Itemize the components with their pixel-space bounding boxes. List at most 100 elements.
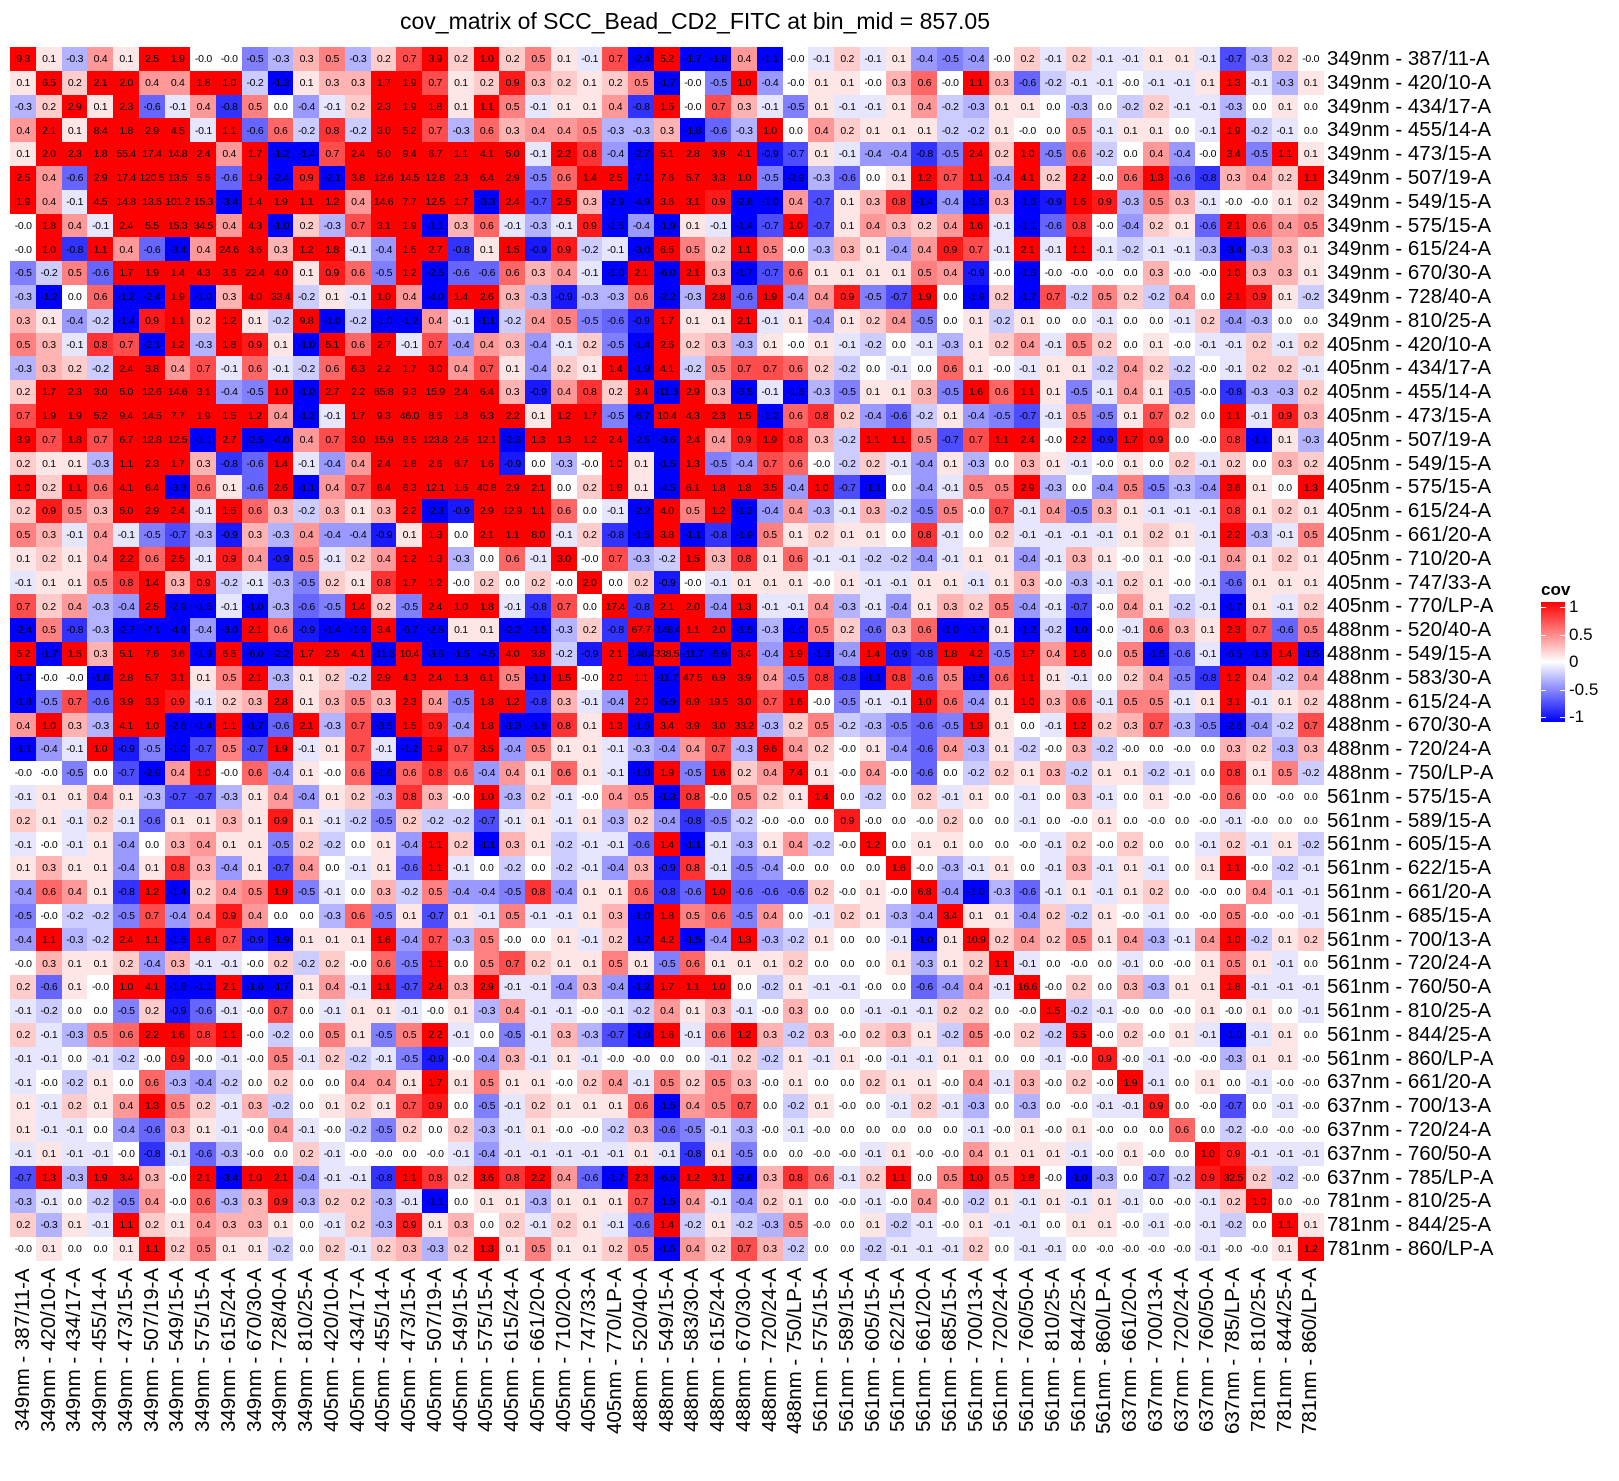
heatmap-cell: -0.3 [10,94,37,119]
heatmap-cell: -0.0 [834,1022,861,1048]
x-tick-label: 349nm - 728/40-A [268,1268,292,1433]
heatmap-cell: 0.3 [1014,451,1041,476]
heatmap-cell: 0.1 [679,213,706,238]
heatmap-cell: -0.4 [10,927,37,952]
heatmap-cell: 0.9 [1246,285,1273,310]
heatmap-cell: 0.4 [216,142,243,167]
heatmap-cell: 0.6 [499,261,526,286]
heatmap-cell: 0.0 [988,999,1015,1024]
heatmap-cell: -0.5 [834,380,861,405]
heatmap-cell: -0.0 [679,570,706,595]
heatmap-cell: -0.0 [859,975,887,1000]
heatmap-cell: -0.1 [602,1213,629,1238]
x-tick-label: 488nm - 520/40-A [628,1268,652,1433]
heatmap-cell: 0.7 [344,713,372,738]
heatmap-cell: 0.6 [705,903,732,929]
heatmap-cell: -5.9 [705,642,732,667]
heatmap-cell: -0.1 [344,237,372,262]
heatmap-cell: 0.0 [1297,94,1324,119]
heatmap-cell: 0.2 [344,546,372,572]
heatmap-cell: 0.2 [628,808,655,833]
heatmap-cell: 0.9 [576,213,603,238]
heatmap-cell: 0.8 [885,665,912,691]
heatmap-cell: -1.0 [628,761,655,786]
heatmap-cell: -0.2 [87,927,114,952]
heatmap-cell: -0.1 [113,523,140,548]
heatmap-cell: 0.0 [1117,142,1144,167]
heatmap-cell: -0.3 [602,808,629,833]
heatmap-cell: -1.5 [653,451,681,476]
heatmap-cell: 0.2 [679,1070,706,1095]
heatmap-cell: -7.1 [138,618,166,643]
heatmap-cell: -0.1 [61,189,88,215]
heatmap-cell: 1.5 [550,665,578,691]
heatmap-cell: 0.5 [1220,903,1247,929]
heatmap-cell: 0.2 [344,1213,372,1238]
heatmap-cell: 0.1 [859,237,887,262]
heatmap-cell: 0.2 [190,1094,217,1119]
heatmap-cell: -0.3 [525,1189,552,1214]
heatmap-cell: -0.1 [550,1141,578,1167]
heatmap-cell: 1.2 [422,570,449,595]
heatmap-cell: 1.0 [1220,927,1247,952]
heatmap-cell: 1.9 [267,189,294,215]
heatmap-cell: 0.1 [1168,213,1196,238]
heatmap-cell: 1.9 [396,70,423,96]
heatmap-cell: -0.1 [370,1046,397,1071]
heatmap-cell: 7.4 [782,761,809,786]
heatmap-cell: -1.3 [653,784,681,810]
heatmap-cell: 0.2 [576,332,603,357]
heatmap-cell: 0.3 [1271,237,1299,262]
heatmap-cell: -0.3 [87,594,114,619]
heatmap-cell: 0.3 [241,689,269,714]
heatmap-cell: -0.1 [602,1141,629,1167]
heatmap-cell: 0.0 [834,1237,861,1262]
heatmap-cell: 0.2 [1271,356,1299,381]
heatmap-cell: 3.6 [164,642,191,667]
heatmap-cell: -0.0 [988,1118,1015,1143]
heatmap-cell: 3.0 [87,380,114,405]
heatmap-cell: 0.1 [576,1094,603,1119]
heatmap-cell: -0.3 [473,1118,500,1143]
heatmap-cell: 0.9 [731,427,758,453]
heatmap-cell: 0.6 [241,499,269,524]
heatmap-cell: 0.1 [1143,594,1170,619]
heatmap-cell: -1.2 [628,975,655,1000]
heatmap-cell: 0.1 [602,1094,629,1119]
heatmap-cell: 0.7 [422,332,449,357]
heatmap-cell: 0.2 [1297,689,1324,714]
heatmap-cell: -0.1 [1143,1213,1170,1238]
heatmap-cell: 0.1 [241,308,269,334]
heatmap-cell: -0.0 [782,332,809,357]
heatmap-cell: -0.5 [911,308,938,334]
heatmap-cell: 0.0 [1297,808,1324,833]
heatmap-cell: -1.1 [422,213,449,238]
heatmap-cell: -0.3 [731,737,758,762]
heatmap-cell: -0.2 [422,808,449,833]
legend-tick-label: 0 [1569,652,1579,671]
heatmap-cell: -0.1 [1014,1237,1041,1262]
heatmap-cell: -2.2 [499,618,526,643]
heatmap-cell: -0.3 [267,665,294,691]
heatmap-cell: -0.1 [1117,618,1144,643]
heatmap-cell: 3.6 [1220,475,1247,500]
heatmap-cell: -0.2 [1065,903,1093,929]
heatmap-cell: 0.3 [267,499,294,524]
heatmap-cell: 0.0 [653,1046,681,1071]
heatmap-cell: -0.8 [653,880,681,905]
heatmap-cell: 4.3 [241,213,269,238]
heatmap-cell: 0.4 [241,903,269,929]
heatmap-cell: -1.0 [962,880,990,905]
heatmap-cell: -0.9 [576,642,603,667]
heatmap-cell: 0.4 [35,166,63,191]
heatmap-cell: 0.5 [87,570,114,595]
heatmap-cell: -0.1 [499,1094,526,1119]
heatmap-cell: -0.1 [396,332,423,357]
heatmap-cell: -0.3 [1271,380,1299,405]
heatmap-cell: 0.2 [1117,1022,1144,1048]
heatmap-cell: -0.0 [834,737,861,762]
heatmap-cell: 0.1 [525,1118,552,1143]
heatmap-cell: 0.6 [87,285,114,310]
heatmap-cell: -1.0 [756,189,784,215]
heatmap-cell: 1.7 [576,404,603,429]
